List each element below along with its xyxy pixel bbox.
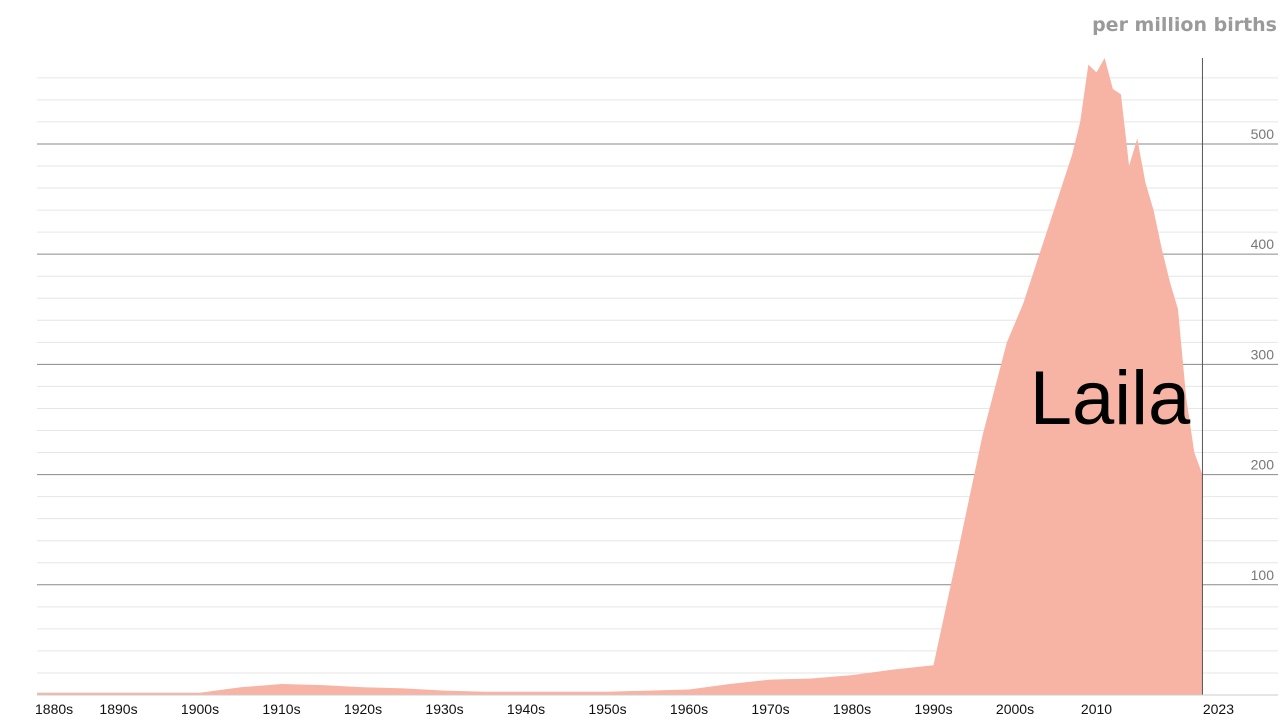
y-axis-ticks: 100 200 300 400 500 [1251,126,1275,583]
x-tick-label: 1960s [670,701,708,717]
unit-label: per million births [1092,14,1277,36]
x-tick-label: 1990s [914,701,952,717]
y-tick-label: 500 [1251,126,1275,142]
x-tick-label: 2010 [1081,701,1112,717]
x-tick-label: 1910s [262,701,300,717]
x-tick-label: 1930s [425,701,463,717]
y-tick-label: 400 [1251,236,1275,252]
y-tick-label: 300 [1251,346,1275,362]
x-tick-label: 1970s [751,701,789,717]
y-tick-label: 100 [1251,567,1275,583]
x-tick-label: 1940s [507,701,545,717]
x-tick-label: 1950s [588,701,626,717]
x-tick-label: 2000s [996,701,1034,717]
x-tick-label: 1890s [99,701,137,717]
x-tick-label: 1980s [833,701,871,717]
name-popularity-area [37,58,1203,695]
x-tick-label: 2023 [1203,701,1234,717]
x-tick-label: 1920s [344,701,382,717]
x-tick-label: 1900s [181,701,219,717]
y-tick-label: 200 [1251,457,1275,473]
x-tick-label: 1880s [35,701,73,717]
name-label: Laila [1030,356,1191,441]
x-axis-ticks: 1880s 1890s 1900s 1910s 1920s 1930s 1940s 1950s… [35,701,1234,717]
